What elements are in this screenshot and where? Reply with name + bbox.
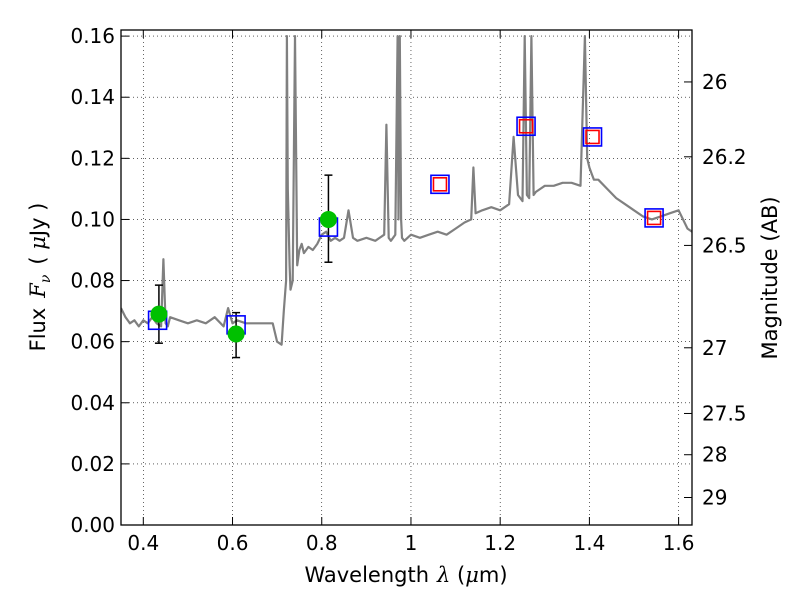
y-tick-label: 0.14	[70, 85, 115, 109]
model-flux-marker	[516, 116, 536, 137]
y2-tick-label: 28	[702, 443, 727, 467]
x-tick-label: 1.6	[663, 531, 695, 555]
y2-tick-label: 29	[702, 486, 727, 510]
y-tick-label: 0.08	[70, 269, 115, 293]
observed-point	[150, 305, 168, 323]
upper-limit-marker	[585, 129, 600, 145]
x-tick-label: 1.2	[484, 531, 516, 555]
plot-frame	[120, 29, 693, 526]
y2-tick-label: 26	[702, 70, 727, 94]
model-flux-marker	[644, 208, 664, 228]
y2-tick-label: 27.5	[702, 401, 747, 425]
model-flux-marker	[430, 174, 450, 195]
y2-tick-label: 26.2	[702, 145, 747, 169]
upper-limit-marker	[646, 210, 662, 226]
observed-point	[227, 325, 245, 343]
y-axis-label: FluxFν( μJy )	[26, 203, 54, 352]
y-tick-label: 0.06	[70, 330, 115, 354]
observed-point	[319, 210, 337, 228]
x-tick-label: 1.4	[573, 531, 605, 555]
upper-limit-marker	[518, 118, 534, 134]
y-tick-label: 0.02	[70, 452, 115, 476]
plot-area	[121, 35, 692, 346]
ticks: 0.4 0.6 0.8 1 1.2 1.4 1.6 0.00 0.02 0.04 0.06 0.08 0…	[70, 24, 746, 555]
x-axis-label: Wavelength λ (μm)	[304, 563, 507, 587]
model-flux-marker	[582, 127, 603, 147]
markers	[147, 116, 664, 343]
y-tick-label: 0.16	[70, 24, 115, 48]
x-tick-label: 1	[405, 531, 418, 555]
x-tick-label: 0.4	[127, 531, 159, 555]
y-tick-label: 0.00	[70, 513, 115, 537]
y2-tick-label: 26.5	[702, 233, 747, 257]
y2-axis-label: Magnitude (AB)	[758, 196, 782, 359]
x-tick-label: 0.8	[306, 531, 338, 555]
y-tick-label: 0.10	[70, 207, 115, 231]
sed-line	[121, 35, 692, 346]
x-tick-label: 0.6	[217, 531, 249, 555]
y-tick-label: 0.04	[70, 391, 115, 415]
grid	[121, 30, 692, 526]
upper-limit-marker	[432, 177, 448, 192]
y-tick-label: 0.12	[70, 146, 115, 170]
y2-tick-label: 27	[702, 336, 727, 360]
